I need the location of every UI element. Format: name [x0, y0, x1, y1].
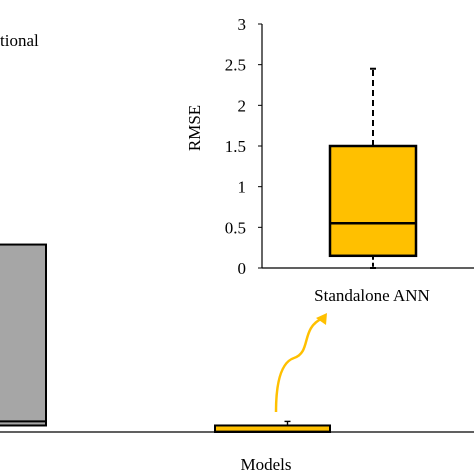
legend-label-fragment: tional: [0, 31, 39, 50]
box-marks: [0, 67, 418, 434]
inset-y-tick-label: 2.5: [225, 56, 246, 75]
inset-y-ticks: 0 0.5 1 1.5 2 2.5 3: [225, 15, 262, 278]
inset-y-tick-label: 0.5: [225, 218, 246, 237]
inset-plot: RMSE Standalone ANN 0 0.5 1 1.5 2 2.5 3: [185, 15, 474, 305]
inset-y-tick-label: 2: [238, 96, 247, 115]
inset-x-tick-label: Standalone ANN: [314, 286, 430, 305]
inset-y-tick-label: 1: [238, 178, 247, 197]
main-box: [0, 243, 47, 427]
arrow-head-icon: [316, 313, 327, 325]
inset-y-axis-title: RMSE: [185, 105, 204, 151]
inset-box: [328, 144, 418, 258]
x-axis-title: Models: [241, 455, 292, 474]
inset-y-tick-label: 1.5: [225, 137, 246, 156]
inset-y-tick-label: 0: [238, 259, 247, 278]
zoom-arrow: [274, 313, 327, 413]
inset-y-tick-label: 3: [238, 15, 247, 34]
